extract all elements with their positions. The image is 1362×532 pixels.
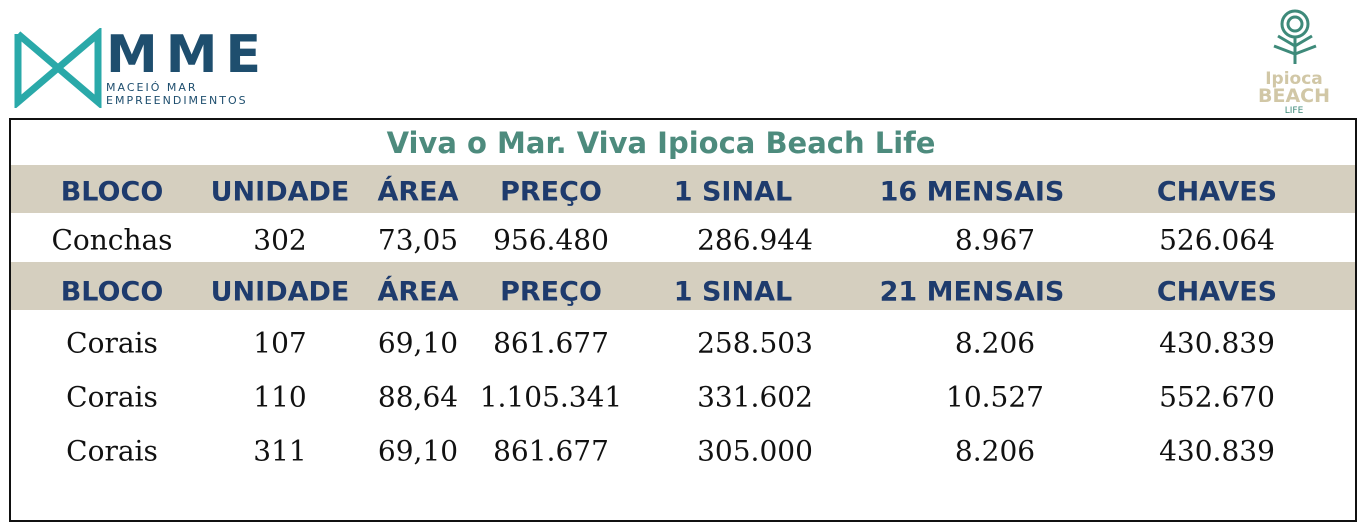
header-band xyxy=(11,262,1355,310)
data-cell: 430.839 xyxy=(1159,434,1275,468)
logo-icon xyxy=(1273,9,1317,64)
data-cell: 69,10 xyxy=(377,326,459,360)
logo-text: BEACH xyxy=(1258,85,1330,107)
data-cell: 430.839 xyxy=(1159,326,1275,360)
data-cell: 88,64 xyxy=(377,380,459,414)
header-cell: CHAVES xyxy=(1156,176,1278,208)
header-cell: ÁREA xyxy=(377,276,459,308)
table-title: Viva o Mar. Viva Ipioca Beach Life xyxy=(386,126,936,160)
header-band xyxy=(11,165,1355,213)
data-cell: 331.602 xyxy=(697,380,813,414)
data-cell: 73,05 xyxy=(377,223,459,257)
data-cell: Corais xyxy=(66,380,158,414)
logo-mark xyxy=(14,28,102,108)
data-cell: 552.670 xyxy=(1159,380,1275,414)
data-cell: 258.503 xyxy=(697,326,813,360)
data-cell: 286.944 xyxy=(697,223,813,257)
header-cell: 1 SINAL xyxy=(673,176,793,208)
logo-right: Ipioca BEACH LIFE xyxy=(1258,9,1330,116)
header-cell: UNIDADE xyxy=(210,176,350,208)
header-cell: 1 SINAL xyxy=(673,276,793,308)
data-cell: Corais xyxy=(66,434,158,468)
header-cell: UNIDADE xyxy=(210,276,350,308)
logo-text: Ipioca xyxy=(1265,69,1323,89)
data-cell: 8.206 xyxy=(954,434,1036,468)
data-cell: 305.000 xyxy=(697,434,813,468)
header-cell: 16 MENSAIS xyxy=(879,176,1065,208)
header-cell: BLOCO xyxy=(60,176,164,208)
header-cell: CHAVES xyxy=(1156,276,1278,308)
table-frame xyxy=(9,118,1357,522)
logo-line: MACEIÓ MAR xyxy=(106,81,198,94)
header-cell: 21 MENSAIS xyxy=(879,276,1065,308)
data-cell: Corais xyxy=(66,326,158,360)
logo-name: MME xyxy=(106,28,269,85)
header-cell: BLOCO xyxy=(60,276,164,308)
data-cell: 956.480 xyxy=(493,223,609,257)
data-cell: 69,10 xyxy=(377,434,459,468)
data-cell: 8.967 xyxy=(954,223,1036,257)
data-cell: 110 xyxy=(253,380,307,414)
data-cell: 861.677 xyxy=(493,434,609,468)
data-cell: 8.206 xyxy=(954,326,1036,360)
data-cell: 526.064 xyxy=(1159,223,1275,257)
logo-line: EMPREENDIMENTOS xyxy=(106,94,248,107)
data-cell: 10.527 xyxy=(946,380,1044,414)
header-cell: PREÇO xyxy=(500,276,602,308)
data-cell: 1.105.341 xyxy=(479,380,623,414)
header-cell: PREÇO xyxy=(500,176,602,208)
data-cell: 107 xyxy=(253,326,307,360)
logo-text: LIFE xyxy=(1285,106,1304,116)
data-cell: Conchas xyxy=(51,223,173,257)
data-cell: 311 xyxy=(253,434,307,468)
logo-left: MME MACEIÓ MAR EMPREENDIMENTOS xyxy=(14,28,269,108)
data-cell: 861.677 xyxy=(493,326,609,360)
data-cell: 302 xyxy=(253,223,307,257)
header-cell: ÁREA xyxy=(377,176,459,208)
